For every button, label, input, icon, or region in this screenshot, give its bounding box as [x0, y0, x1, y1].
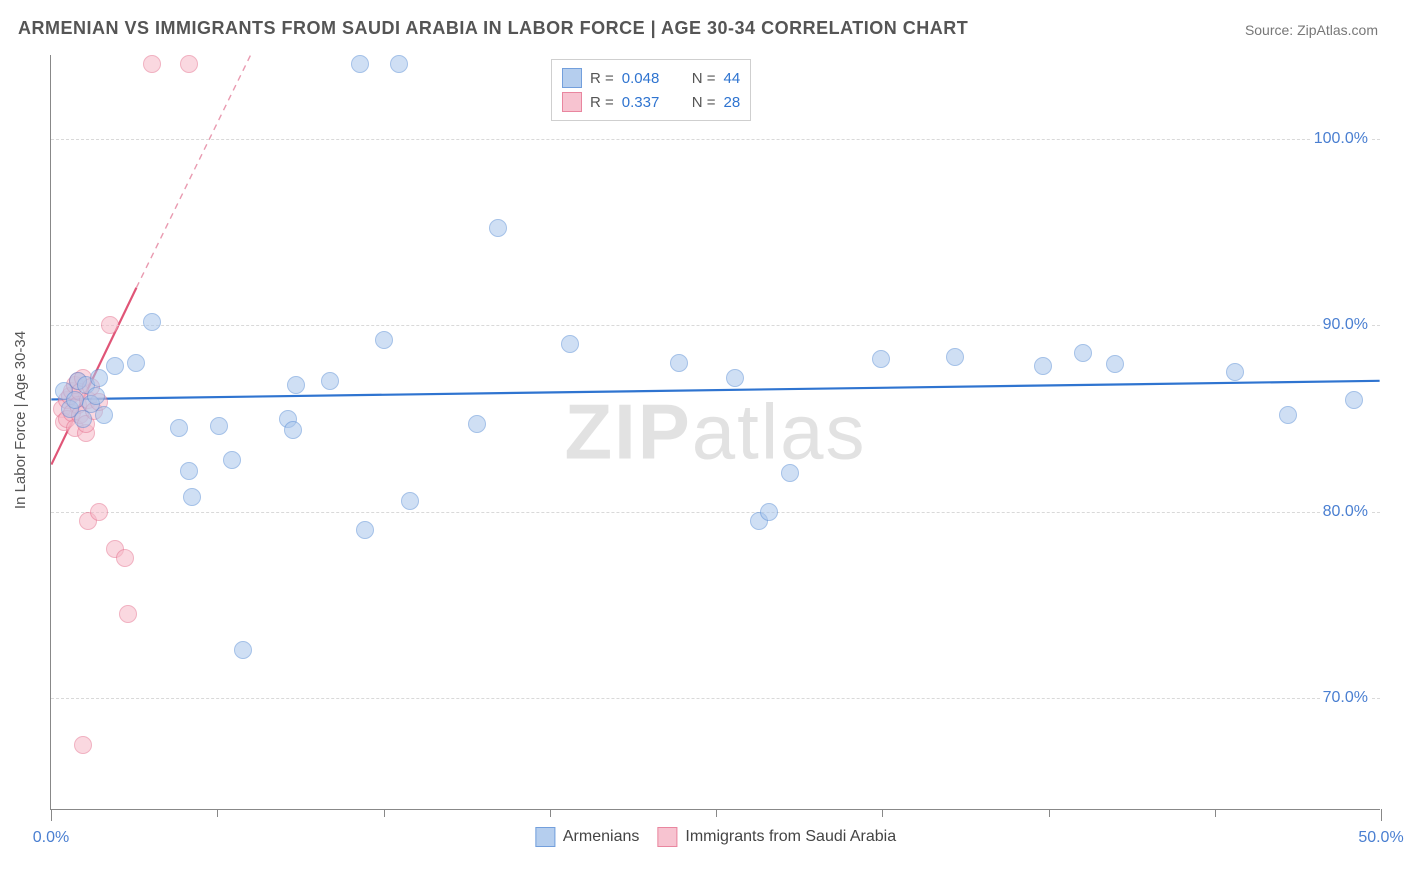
r-label: R = [590, 70, 614, 87]
data-point-armenians [210, 417, 228, 435]
data-point-armenians [180, 462, 198, 480]
data-point-saudi [119, 605, 137, 623]
r-label: R = [590, 94, 614, 111]
y-axis-label: In Labor Force | Age 30-34 [12, 331, 29, 509]
data-point-saudi [74, 736, 92, 754]
data-point-armenians [143, 313, 161, 331]
data-point-armenians [1345, 391, 1363, 409]
data-point-armenians [401, 492, 419, 510]
bottom-legend-item: Immigrants from Saudi Arabia [657, 827, 896, 847]
data-point-armenians [351, 55, 369, 73]
data-point-saudi [143, 55, 161, 73]
x-minor-tick [1049, 809, 1050, 817]
x-minor-tick [550, 809, 551, 817]
data-point-armenians [66, 391, 84, 409]
data-point-armenians [872, 350, 890, 368]
data-point-armenians [781, 464, 799, 482]
y-tick-label: 70.0% [1321, 689, 1370, 707]
data-point-armenians [1106, 355, 1124, 373]
data-point-armenians [284, 421, 302, 439]
legend-swatch [657, 827, 677, 847]
gridline-h [51, 325, 1380, 326]
x-minor-tick [1215, 809, 1216, 817]
x-tick [51, 809, 52, 821]
y-tick-label: 80.0% [1321, 503, 1370, 521]
data-point-saudi [90, 503, 108, 521]
data-point-saudi [180, 55, 198, 73]
data-point-armenians [223, 451, 241, 469]
data-point-armenians [1074, 344, 1092, 362]
data-point-saudi [116, 549, 134, 567]
bottom-legend-item: Armenians [535, 827, 639, 847]
data-point-armenians [760, 503, 778, 521]
data-point-armenians [1226, 363, 1244, 381]
data-point-armenians [375, 331, 393, 349]
chart-title: ARMENIAN VS IMMIGRANTS FROM SAUDI ARABIA… [18, 18, 968, 39]
data-point-armenians [670, 354, 688, 372]
x-minor-tick [217, 809, 218, 817]
x-minor-tick [384, 809, 385, 817]
data-point-armenians [95, 406, 113, 424]
legend-swatch [535, 827, 555, 847]
data-point-saudi [101, 316, 119, 334]
gridline-h [51, 512, 1380, 513]
data-point-armenians [946, 348, 964, 366]
data-point-armenians [489, 219, 507, 237]
data-point-armenians [1034, 357, 1052, 375]
data-point-armenians [321, 372, 339, 390]
stats-legend-row: R = 0.337 N = 28 [562, 90, 740, 114]
x-tick-label: 50.0% [1358, 829, 1403, 847]
data-point-armenians [87, 387, 105, 405]
y-tick-label: 90.0% [1321, 316, 1370, 334]
legend-swatch [562, 92, 582, 112]
r-value: 0.337 [622, 94, 674, 111]
data-point-armenians [106, 357, 124, 375]
x-minor-tick [882, 809, 883, 817]
data-point-armenians [1279, 406, 1297, 424]
data-point-armenians [90, 369, 108, 387]
n-value: 28 [724, 94, 741, 111]
r-value: 0.048 [622, 70, 674, 87]
watermark-light: atlas [692, 388, 867, 476]
legend-swatch [562, 68, 582, 88]
plot-area: ZIPatlas R =0.048N =44R =0.337N =28 Arme… [50, 55, 1380, 810]
watermark-bold: ZIP [564, 388, 691, 476]
data-point-armenians [726, 369, 744, 387]
data-point-armenians [356, 521, 374, 539]
n-label: N = [692, 94, 716, 111]
data-point-armenians [287, 376, 305, 394]
gridline-h [51, 139, 1380, 140]
y-tick-label: 100.0% [1312, 130, 1370, 148]
x-tick [1381, 809, 1382, 821]
data-point-armenians [468, 415, 486, 433]
data-point-armenians [561, 335, 579, 353]
gridline-h [51, 698, 1380, 699]
x-tick-label: 0.0% [33, 829, 69, 847]
x-minor-tick [716, 809, 717, 817]
data-point-armenians [127, 354, 145, 372]
data-point-armenians [390, 55, 408, 73]
source-attribution: Source: ZipAtlas.com [1245, 22, 1378, 38]
data-point-armenians [234, 641, 252, 659]
series-label: Armenians [563, 828, 639, 846]
data-point-armenians [183, 488, 201, 506]
n-value: 44 [724, 70, 741, 87]
n-label: N = [692, 70, 716, 87]
watermark: ZIPatlas [564, 387, 866, 478]
stats-legend: R = 0.048 N = 44 R = 0.337 N = 28 [551, 59, 751, 121]
stats-legend-row: R = 0.048 N = 44 [562, 66, 740, 90]
bottom-legend: Armenians Immigrants from Saudi Arabia [535, 827, 896, 847]
data-point-armenians [170, 419, 188, 437]
series-label: Immigrants from Saudi Arabia [685, 828, 896, 846]
